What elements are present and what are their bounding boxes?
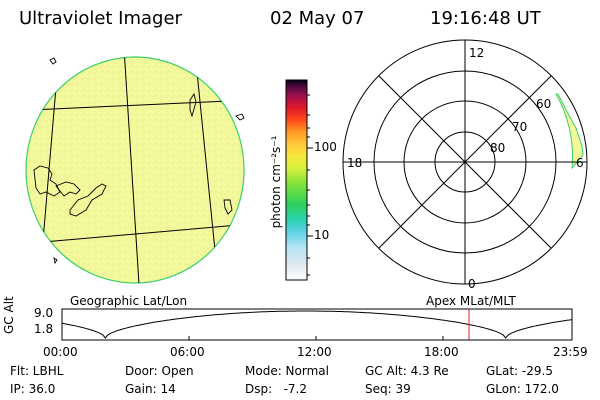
- altitude-plot: [61, 308, 573, 341]
- polar-label-6: 6: [576, 156, 584, 170]
- altitude-ytick-9: 9.0: [34, 306, 54, 320]
- polar-label-60: 60: [536, 97, 552, 111]
- info-ip: IP: 36.0: [10, 382, 56, 396]
- altitude-ylabel: GC Alt: [2, 296, 16, 334]
- altitude-ytick-1-8: 1.8: [34, 322, 54, 336]
- info-dsp: Dsp: -7.2: [245, 382, 308, 396]
- info-filter: Flt: LBHL: [10, 364, 64, 378]
- xtick-0600: 06:00: [170, 345, 205, 359]
- altitude-curve: [61, 310, 573, 339]
- polar-label-18: 18: [347, 156, 363, 170]
- polar-label-0: 0: [468, 277, 476, 291]
- xtick-2359: 23:59: [553, 345, 588, 359]
- colorbar-tick-10: 10: [314, 228, 330, 242]
- info-gc-alt: GC Alt: 4.3 Re: [365, 364, 449, 378]
- xtick-1200: 12:00: [297, 345, 332, 359]
- polar-label-70: 70: [512, 120, 528, 134]
- geographic-label: Geographic Lat/Lon: [70, 294, 188, 308]
- polar-plot: [342, 39, 588, 285]
- time-label: 19:16:48 UT: [430, 8, 541, 29]
- colorbar-unit-label: photon cm⁻²s⁻¹: [269, 135, 283, 229]
- app-title: Ultraviolet Imager: [19, 8, 182, 29]
- apex-label: Apex MLat/MLT: [426, 294, 516, 308]
- info-door: Door: Open: [125, 364, 194, 378]
- earth-image: [25, 56, 245, 284]
- info-glat: GLat: -29.5: [486, 364, 553, 378]
- xtick-1800: 18:00: [424, 345, 459, 359]
- colorbar: [285, 79, 313, 281]
- info-gain: Gain: 14: [125, 382, 176, 396]
- info-seq: Seq: 39: [365, 382, 411, 396]
- polar-label-80: 80: [490, 141, 506, 155]
- date-label: 02 May 07: [270, 8, 365, 29]
- colorbar-tick-100: 100: [314, 140, 337, 154]
- polar-label-12: 12: [469, 46, 485, 60]
- coastline-outline: [33, 57, 245, 265]
- info-glon: GLon: 172.0: [486, 382, 559, 396]
- info-mode: Mode: Normal: [245, 364, 329, 378]
- xtick-0000: 00:00: [43, 345, 78, 359]
